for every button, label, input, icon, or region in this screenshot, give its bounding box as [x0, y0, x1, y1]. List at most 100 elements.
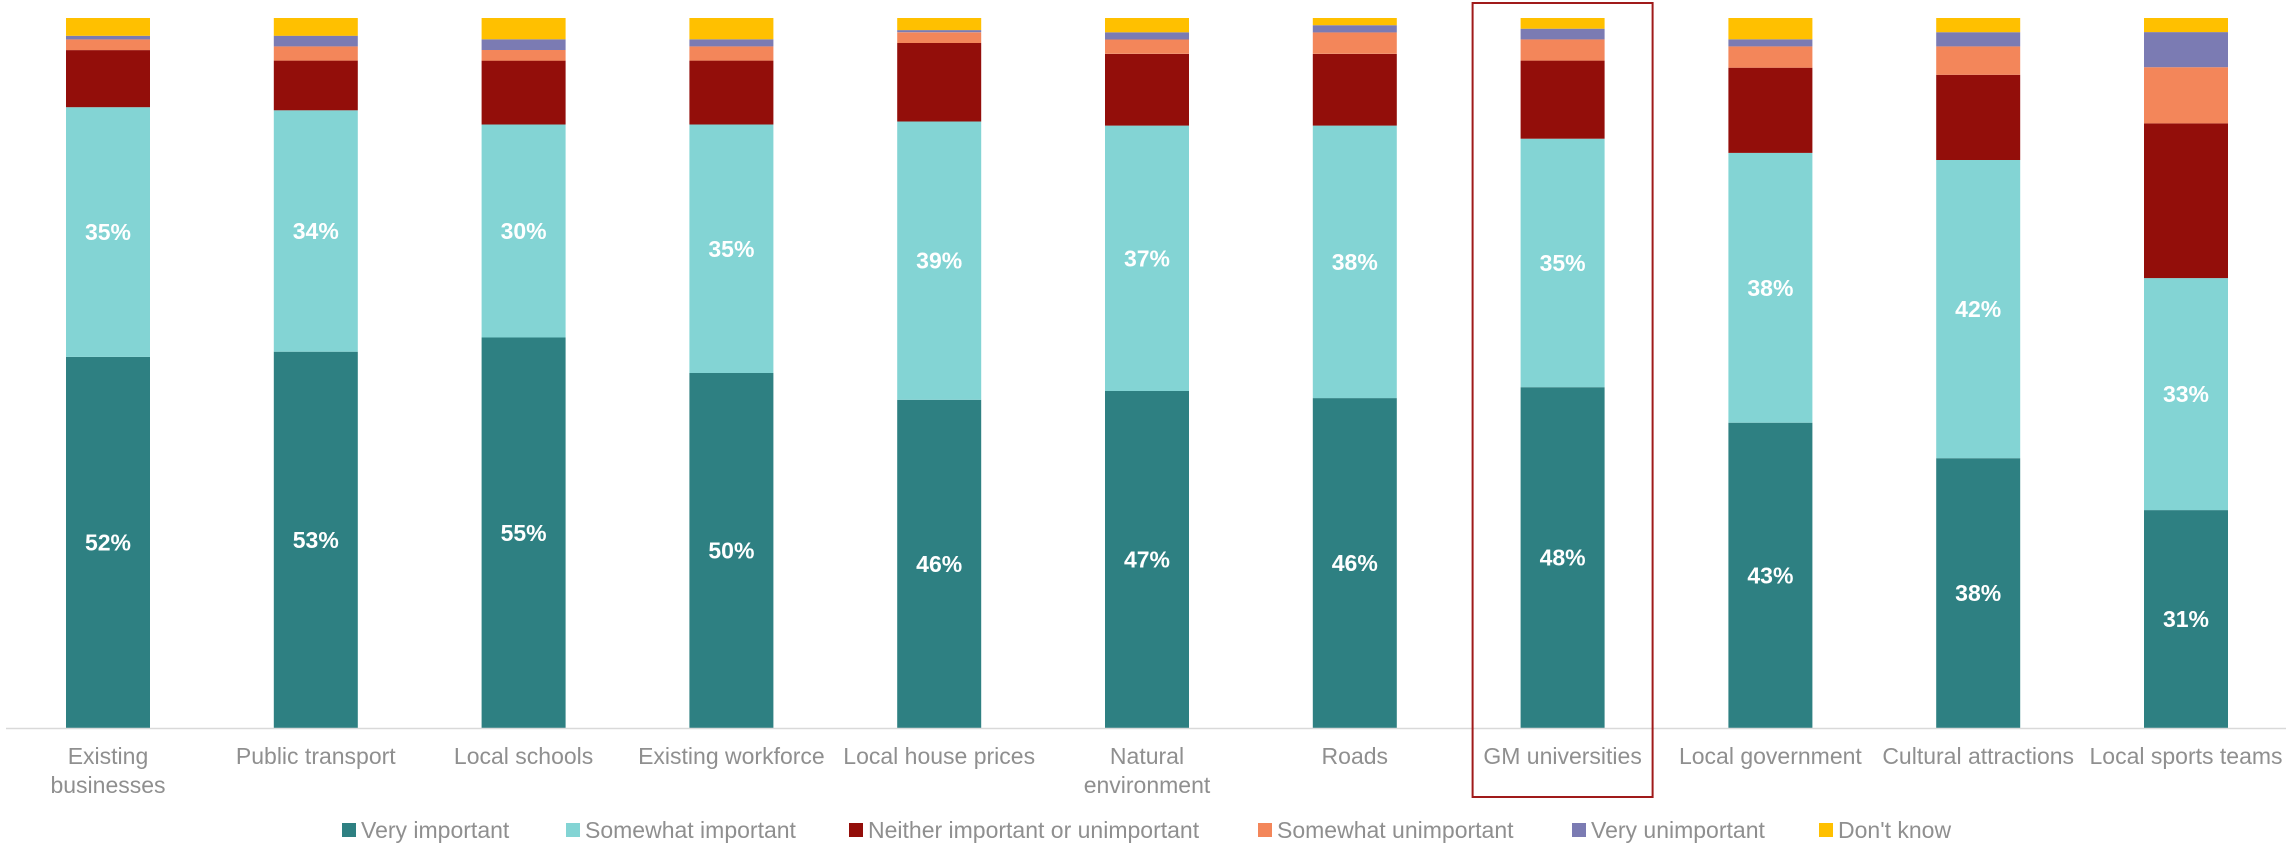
x-tick-label-line: Local schools	[454, 743, 593, 769]
x-tick-label-line: Local sports teams	[2089, 743, 2282, 769]
bar-segment-somewhat-important-local-house-prices	[897, 121, 982, 400]
bar-segment-somewhat-unimportant-natural-environment	[1105, 39, 1189, 54]
data-label-somewhat-important-natural-environment: 37%	[1124, 245, 1170, 271]
legend-swatch-don-t-know	[1819, 823, 1833, 837]
bar-segment-somewhat-important-local-government	[1728, 152, 1813, 423]
x-tick-label-line: Roads	[1322, 743, 1388, 769]
legend-item-very-important: Very important	[342, 817, 510, 843]
legend-label-very-unimportant: Very unimportant	[1591, 817, 1765, 843]
x-tick-label-cultural-attractions: Cultural attractions	[1882, 743, 2074, 769]
bar-segment-somewhat-important-public-transport	[273, 110, 358, 352]
bar-segment-very-unimportant-cultural-attractions	[1936, 32, 2021, 47]
data-label-very-important-gm-universities: 48%	[1540, 545, 1586, 571]
data-label-somewhat-important-local-schools: 30%	[501, 218, 547, 244]
bars-layer	[66, 18, 2228, 728]
legend-label-don-t-know: Don't know	[1838, 817, 1951, 843]
bar-segment-don-t-know-gm-universities	[1520, 18, 1605, 29]
bar-segment-somewhat-important-local-schools	[481, 124, 566, 338]
legend-label-somewhat-unimportant: Somewhat unimportant	[1277, 817, 1514, 843]
bar-segment-neither-important-or-unimportant-local-sports-teams	[2144, 123, 2228, 279]
bar-segment-don-t-know-natural-environment	[1105, 18, 1189, 33]
bar-segment-don-t-know-roads	[1312, 18, 1397, 26]
bar-segment-very-important-local-sports-teams	[2144, 510, 2228, 728]
x-tick-label-line: Local house prices	[843, 743, 1035, 769]
legend-label-very-important: Very important	[361, 817, 510, 843]
legend-item-somewhat-important: Somewhat important	[566, 817, 797, 843]
bar-segment-neither-important-or-unimportant-natural-environment	[1105, 53, 1189, 126]
data-label-somewhat-important-cultural-attractions: 42%	[1955, 296, 2001, 322]
x-tick-label-natural-environment: Natural environment	[1084, 743, 1211, 798]
legend-swatch-somewhat-important	[566, 823, 580, 837]
bar-segment-very-important-natural-environment	[1105, 390, 1189, 728]
bar-segment-somewhat-unimportant-cultural-attractions	[1936, 46, 2021, 75]
bar-segment-somewhat-important-existing-businesses	[66, 107, 150, 357]
data-label-very-important-local-government: 43%	[1747, 562, 1793, 588]
data-label-very-important-natural-environment: 47%	[1124, 547, 1170, 573]
bar-segment-neither-important-or-unimportant-local-schools	[481, 60, 566, 125]
bar-segment-very-unimportant-gm-universities	[1520, 28, 1605, 40]
bar-segment-very-unimportant-existing-businesses	[66, 35, 150, 40]
bar-segment-somewhat-unimportant-existing-businesses	[66, 39, 150, 51]
x-tick-label-line: businesses	[50, 772, 165, 798]
data-label-somewhat-important-local-sports-teams: 33%	[2163, 381, 2209, 407]
bar-segment-very-important-public-transport	[273, 351, 358, 728]
x-tick-label-local-sports-teams: Local sports teams	[2089, 743, 2282, 769]
bar-segment-very-unimportant-public-transport	[273, 35, 358, 47]
legend-swatch-very-unimportant	[1572, 823, 1586, 837]
data-label-somewhat-important-local-house-prices: 39%	[916, 248, 962, 274]
data-label-very-important-local-house-prices: 46%	[916, 551, 962, 577]
bar-segment-somewhat-important-roads	[1312, 125, 1397, 399]
x-tick-label-line: Existing	[68, 743, 149, 769]
highlight-box	[1471, 2, 1654, 798]
bar-segment-neither-important-or-unimportant-local-house-prices	[897, 43, 982, 122]
bar-segment-don-t-know-local-government	[1728, 18, 1813, 40]
x-tick-label-local-house-prices: Local house prices	[843, 743, 1035, 769]
bar-segment-somewhat-unimportant-local-schools	[481, 50, 566, 61]
x-tick-label-local-government: Local government	[1679, 743, 1862, 769]
highlight-layer	[1471, 2, 1654, 798]
bar-segment-somewhat-important-existing-workforce	[689, 124, 774, 373]
data-labels-layer: 52% 35% 53% 34% 55% 30% 50% 35% 46% 39% 47% 37% 46% 3…	[85, 218, 2209, 632]
bar-segment-neither-important-or-unimportant-local-government	[1728, 67, 1813, 153]
bar-segment-neither-important-or-unimportant-public-transport	[273, 60, 358, 111]
x-tick-label-line: Public transport	[236, 743, 396, 769]
bar-segment-neither-important-or-unimportant-cultural-attractions	[1936, 74, 2021, 160]
data-label-somewhat-important-local-government: 38%	[1747, 275, 1793, 301]
bar-segment-very-unimportant-local-government	[1728, 39, 1813, 47]
bar-segment-somewhat-unimportant-local-house-prices	[897, 32, 982, 43]
bar-segment-very-important-existing-workforce	[689, 373, 774, 728]
bar-segment-somewhat-important-natural-environment	[1105, 125, 1189, 391]
x-tick-labels: Existing businesses Public transport Local …	[50, 743, 2282, 798]
bar-segment-don-t-know-cultural-attractions	[1936, 18, 2021, 33]
data-label-somewhat-important-existing-businesses: 35%	[85, 219, 131, 245]
x-tick-label-line: Natural	[1110, 743, 1184, 769]
bar-segment-don-t-know-local-house-prices	[897, 18, 982, 31]
bar-segment-very-important-local-government	[1728, 422, 1813, 728]
data-label-somewhat-important-public-transport: 34%	[293, 218, 339, 244]
legend: Very important Somewhat important Neither …	[342, 817, 1951, 843]
bar-segment-neither-important-or-unimportant-gm-universities	[1520, 60, 1605, 139]
bar-segment-somewhat-important-gm-universities	[1520, 138, 1605, 388]
bar-segment-very-important-cultural-attractions	[1936, 458, 2021, 728]
data-label-somewhat-important-gm-universities: 35%	[1540, 250, 1586, 276]
legend-swatch-very-important	[342, 823, 356, 837]
x-tick-label-line: GM universities	[1483, 743, 1641, 769]
legend-item-don-t-know: Don't know	[1819, 817, 1951, 843]
bar-segment-very-important-gm-universities	[1520, 387, 1605, 728]
legend-item-very-unimportant: Very unimportant	[1572, 817, 1765, 843]
bar-segment-don-t-know-existing-businesses	[66, 18, 150, 36]
data-label-very-important-roads: 46%	[1332, 550, 1378, 576]
bar-segment-somewhat-unimportant-public-transport	[273, 46, 358, 61]
bar-segment-don-t-know-existing-workforce	[689, 18, 774, 40]
data-label-very-important-cultural-attractions: 38%	[1955, 580, 2001, 606]
bar-segment-very-unimportant-local-sports-teams	[2144, 32, 2228, 68]
bar-segment-neither-important-or-unimportant-existing-businesses	[66, 50, 150, 108]
x-tick-label-line: Cultural attractions	[1882, 743, 2074, 769]
data-label-very-important-existing-workforce: 50%	[708, 538, 754, 564]
x-tick-label-existing-workforce: Existing workforce	[638, 743, 825, 769]
bar-segment-very-important-local-schools	[481, 337, 566, 728]
x-tick-label-line: Local government	[1679, 743, 1862, 769]
x-tick-label-gm-universities: GM universities	[1483, 743, 1641, 769]
data-label-very-important-local-schools: 55%	[501, 520, 547, 546]
bar-segment-don-t-know-local-sports-teams	[2144, 18, 2228, 33]
